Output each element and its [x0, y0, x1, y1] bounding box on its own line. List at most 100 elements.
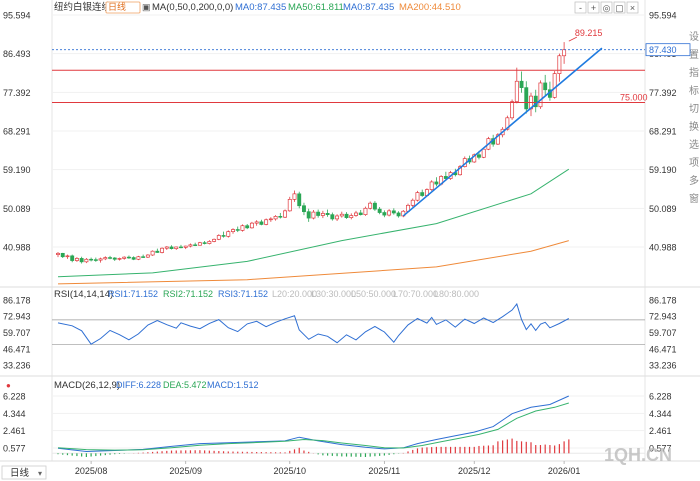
right-menu-char[interactable]: 选 — [689, 138, 699, 151]
level-label-75: 75.000 — [620, 92, 648, 102]
right-menu-char[interactable]: 切 — [689, 103, 699, 115]
candle-body — [249, 222, 254, 229]
period-badge[interactable]: 日线 — [108, 1, 126, 12]
close-icon[interactable]: × — [630, 3, 635, 13]
high-price-label: 89.215 — [575, 28, 603, 38]
period-badge-frame[interactable] — [105, 1, 141, 14]
ma-label: MA(0,50,0,200,0,0) — [152, 2, 233, 13]
main-y-tick-left: 86.493 — [3, 49, 31, 59]
rsi-label: RSI(14,14,14) — [54, 289, 113, 300]
candle-body — [164, 246, 169, 249]
zoom-in-icon[interactable]: + — [591, 3, 596, 13]
right-menu-char[interactable]: 标 — [689, 85, 699, 97]
candle-body — [145, 254, 150, 258]
candle-body — [231, 229, 235, 233]
right-menu-char[interactable]: 指 — [689, 66, 699, 79]
candle-body — [179, 246, 183, 249]
close-icon-frame[interactable] — [626, 1, 639, 14]
candle-body — [259, 221, 264, 225]
main-y-tick-left: 50.089 — [3, 204, 31, 214]
candle-body — [306, 211, 311, 219]
candle-body — [79, 258, 84, 263]
right-menu-char[interactable]: 项 — [689, 157, 699, 169]
window-icon[interactable]: ▢ — [615, 3, 624, 13]
right-menu-char[interactable]: 换 — [689, 120, 699, 133]
candle-body — [193, 244, 198, 246]
candle-body — [344, 213, 349, 218]
candle-body — [245, 225, 250, 229]
main-y-tick-left: 77.392 — [3, 88, 31, 98]
candle-body — [524, 87, 529, 110]
target-icon[interactable]: ◎ — [603, 3, 611, 13]
x-axis-ticks: 2025/08 2025/09 2025/10 2025/11 2025/12 2026/… — [75, 461, 580, 476]
candle-body — [477, 154, 481, 158]
candle-body — [387, 210, 392, 216]
zoom-in-icon-frame[interactable] — [587, 1, 600, 14]
chevron-down-icon[interactable]: ▾ — [38, 469, 42, 478]
ma-legend-item: MA0:87.435 — [235, 2, 286, 13]
candle-body — [495, 134, 500, 145]
candle-body — [505, 117, 510, 130]
candle-body — [264, 219, 269, 225]
candle-body — [538, 82, 543, 108]
right-menu-char[interactable]: 设 — [689, 31, 699, 43]
main-y-tick-right: 59.190 — [649, 165, 677, 175]
candle-body — [188, 244, 193, 247]
ma-settings-icon[interactable]: ▣ — [142, 2, 151, 12]
candle-body — [89, 258, 94, 261]
trend-line[interactable] — [402, 47, 603, 217]
macd-indicator-icon[interactable]: ● — [6, 381, 11, 390]
main-y-tick-right: 40.988 — [649, 243, 677, 253]
candle-body — [311, 211, 316, 219]
main-y-tick-left: 40.988 — [3, 243, 31, 253]
ma-legend-item: MA0:87.435 — [343, 2, 394, 13]
candle-body — [330, 214, 335, 220]
candle-body — [552, 73, 557, 98]
window-icon-frame[interactable] — [613, 1, 626, 14]
candle-body — [325, 213, 330, 216]
macd-y-tick-right: 4.344 — [649, 409, 672, 419]
target-icon-frame[interactable] — [600, 1, 613, 14]
watermark-logo: 1QH.CN — [604, 445, 672, 465]
rsi-y-tick-right: 72.943 — [649, 312, 677, 322]
period-switch-button[interactable]: 日线 — [10, 467, 30, 479]
main-y-tick-right: 50.089 — [649, 204, 677, 214]
candle-body — [268, 218, 273, 221]
x-tick-label: 2025/11 — [368, 466, 400, 476]
macd-y-tick-right: 0.577 — [649, 444, 672, 454]
ma200-line — [57, 240, 569, 285]
candle-body — [429, 181, 434, 190]
macd-label: MACD(26,12,9) — [54, 380, 120, 391]
rsi-legend-item: L20:20.000 — [272, 289, 317, 299]
candle-body — [174, 246, 179, 249]
right-menu-char[interactable]: 多 — [689, 174, 699, 187]
candle-body — [396, 212, 401, 217]
ma-legend-item: MA50:61.811 — [288, 2, 344, 13]
candle-body — [278, 216, 283, 218]
minimize-icon-frame[interactable] — [574, 1, 587, 14]
main-y-tick-left: 95.594 — [3, 11, 31, 21]
candle-body — [339, 213, 344, 217]
minimize-icon[interactable]: - — [579, 3, 582, 13]
rsi-line — [57, 302, 570, 345]
rsi-legend-item: RSI3:71.152 — [218, 289, 268, 299]
candle-body — [443, 176, 448, 179]
macd-legend: DIFF:6.228 DEA:5.472 MACD:1.512 — [116, 380, 259, 390]
right-menu-char[interactable]: 窗 — [689, 192, 699, 205]
ma-legend-item: MA200:44.510 — [399, 2, 461, 13]
candle-body — [117, 258, 122, 260]
macd-y-tick-left: 6.228 — [3, 392, 26, 402]
candle-body — [65, 255, 70, 258]
period-switch-frame[interactable] — [1, 465, 47, 480]
macd-legend-item: DIFF:6.228 — [116, 380, 161, 390]
candle-body — [93, 259, 98, 261]
rsi-grid — [52, 319, 645, 345]
candle-body — [514, 80, 519, 102]
candle-body — [292, 193, 297, 200]
candle-body — [155, 250, 160, 253]
right-menu-char[interactable]: 置 — [689, 49, 699, 61]
candle-body — [169, 246, 174, 249]
candle-body — [420, 192, 425, 196]
